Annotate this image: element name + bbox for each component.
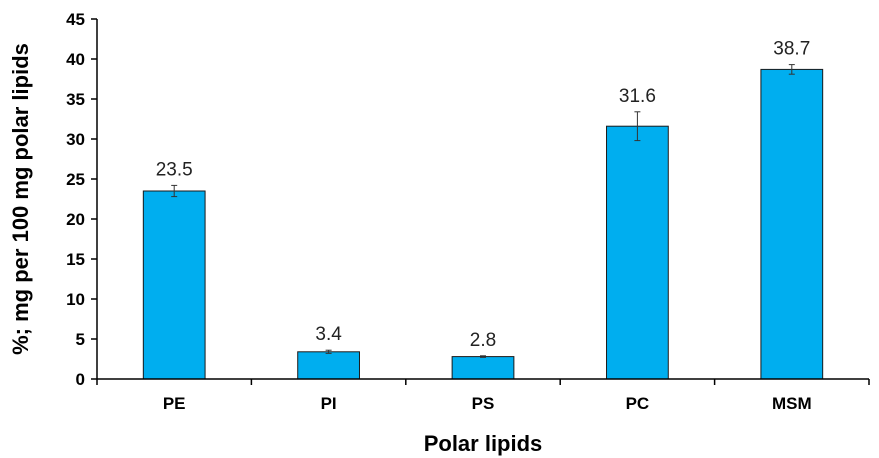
error-bars — [171, 64, 795, 358]
y-tick-label: 30 — [66, 130, 85, 149]
error-bar-pc — [634, 111, 641, 142]
x-tick-label-msm: MSM — [772, 394, 812, 413]
data-label-pe: 23.5 — [156, 159, 193, 180]
y-tick-label: 10 — [66, 290, 85, 309]
y-tick-label: 25 — [66, 170, 85, 189]
y-tick-label: 5 — [76, 330, 85, 349]
y-tick-label: 0 — [76, 370, 85, 389]
x-tick-label-ps: PS — [472, 394, 495, 413]
y-tick-label: 15 — [66, 250, 85, 269]
error-bar-pe — [171, 184, 178, 198]
data-label-pi: 3.4 — [315, 324, 342, 345]
bar-pe — [142, 190, 206, 380]
data-label-ps: 2.8 — [470, 330, 496, 351]
bars — [142, 68, 824, 380]
error-bar-ps — [480, 355, 486, 358]
x-axis-ticks: PE PI PS PC MSM — [96, 379, 870, 413]
bar-pi — [297, 351, 360, 380]
y-tick-label: 45 — [66, 10, 85, 29]
error-bar-pi — [325, 349, 332, 354]
bar-ps — [451, 356, 515, 380]
x-axis-title: Polar lipids — [424, 431, 543, 456]
bar-pc — [606, 125, 669, 380]
y-axis-ticks: 0 5 10 15 20 25 30 35 40 45 — [66, 10, 97, 389]
x-tick-label-pi: PI — [321, 394, 337, 413]
data-label-pc: 31.6 — [619, 86, 656, 107]
y-axis-title: %; mg per 100 mg polar lipids — [8, 43, 33, 355]
y-tick-label: 20 — [66, 210, 85, 229]
x-tick-label-pc: PC — [626, 394, 650, 413]
bar-msm — [760, 68, 824, 380]
x-tick-label-pe: PE — [163, 394, 186, 413]
data-labels: 23.5 3.4 2.8 31.6 38.7 — [156, 39, 811, 351]
error-bar-msm — [788, 64, 795, 75]
y-tick-label: 35 — [66, 90, 85, 109]
data-label-msm: 38.7 — [773, 39, 810, 60]
y-tick-label: 40 — [66, 50, 85, 69]
